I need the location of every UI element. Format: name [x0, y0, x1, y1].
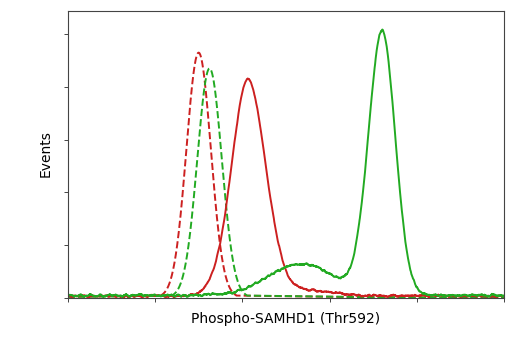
X-axis label: Phospho-SAMHD1 (Thr592): Phospho-SAMHD1 (Thr592)	[191, 312, 381, 326]
Y-axis label: Events: Events	[39, 131, 53, 177]
